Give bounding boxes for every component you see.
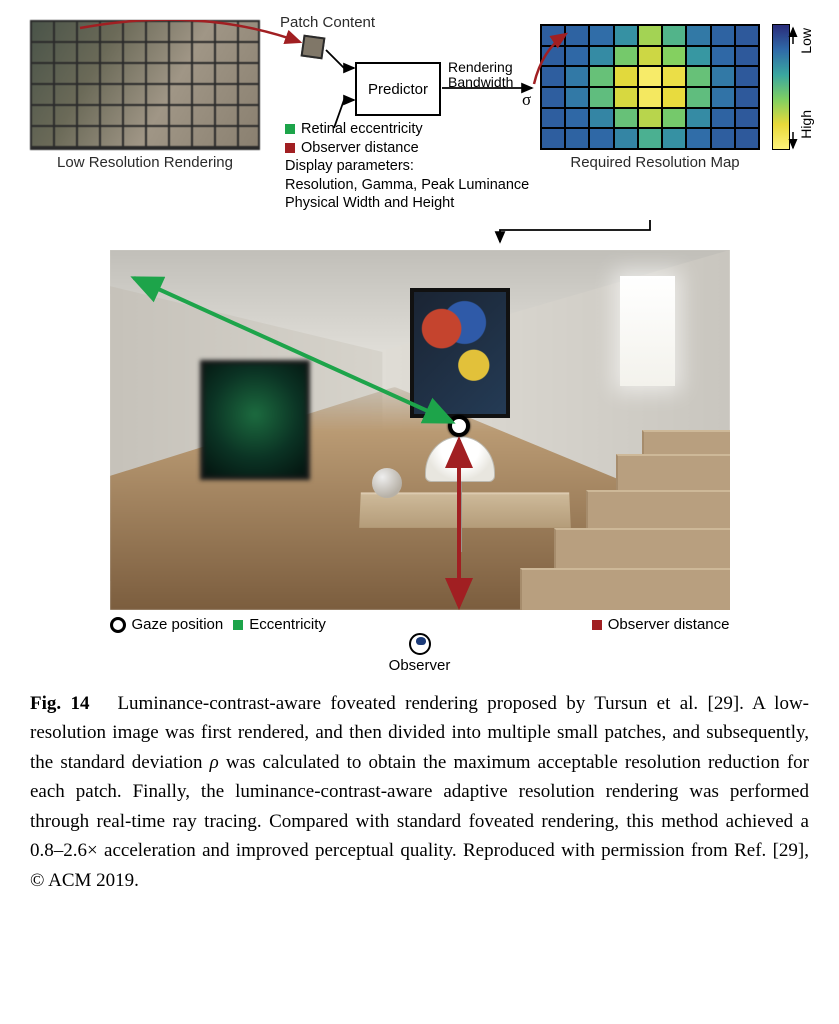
lowres-caption: Low Resolution Rendering [30, 154, 260, 171]
param-display-header: Display parameters: [285, 157, 545, 176]
resolution-map-cell [736, 26, 758, 45]
resolution-map-cell [663, 47, 685, 66]
resolution-map-grid [540, 24, 760, 150]
resolution-map-cell [687, 109, 709, 128]
resolution-map-cell [639, 109, 661, 128]
sigma-symbol [522, 90, 531, 110]
eccentricity-swatch-icon [233, 620, 243, 630]
resolution-map-cell [542, 129, 564, 148]
param-eccentricity: Retinal eccentricity [301, 120, 423, 139]
pipeline-diagram: Low Resolution Rendering Patch Content P… [30, 20, 809, 220]
figure-14: Low Resolution Rendering Patch Content P… [30, 20, 809, 895]
legend-gaze-label: Gaze position [132, 616, 224, 633]
resolution-map-cell [712, 88, 734, 107]
legend: Gaze position Eccentricity Observer dist… [110, 616, 730, 633]
resolution-map-cell [566, 109, 588, 128]
resolution-map-cell [566, 129, 588, 148]
predictor-inputs-list: Retinal eccentricity Observer distance D… [285, 120, 545, 213]
observer-dist-swatch-icon [592, 620, 602, 630]
resolution-map-cell [687, 26, 709, 45]
resolution-map-cell [639, 67, 661, 86]
resolution-map-cell [663, 67, 685, 86]
resolution-map-cell [736, 129, 758, 148]
legend-eccentricity-label: Eccentricity [249, 616, 326, 633]
resolution-map-cell [566, 88, 588, 107]
resolution-map-cell [542, 109, 564, 128]
legend-eccentricity: Eccentricity [233, 616, 326, 633]
resolution-map-cell [542, 88, 564, 107]
resolution-map-cell [566, 26, 588, 45]
observer-indicator: Observer [110, 633, 730, 669]
scene-overlay-lines [110, 250, 730, 610]
lowres-rendering-thumbnail [30, 20, 260, 150]
legend-observer-dist-label: Observer distance [608, 616, 730, 633]
resolution-map-cell [639, 47, 661, 66]
patch-chip-icon [301, 35, 326, 60]
figure-label: Fig. 14 [30, 693, 89, 714]
resolution-map-cell [590, 47, 612, 66]
legend-gaze: Gaze position [110, 616, 224, 633]
param-display-line2: Resolution, Gamma, Peak Luminance [285, 176, 545, 195]
observer-eye-icon [409, 633, 431, 655]
resolution-map-cell [663, 88, 685, 107]
caption-rho: ρ [210, 752, 219, 773]
resolution-map-cell [590, 109, 612, 128]
resolution-map-cell [615, 129, 637, 148]
resolution-map-cell [566, 67, 588, 86]
resolution-map-cell [566, 47, 588, 66]
resolution-map-cell [615, 109, 637, 128]
down-arrow [30, 220, 810, 244]
resolution-map-cell [736, 47, 758, 66]
resolution-map-cell [736, 109, 758, 128]
resolution-map-cell [663, 129, 685, 148]
lowres-rendering-block: Low Resolution Rendering [30, 20, 260, 171]
resolution-map-block: Required Resolution Map [540, 24, 770, 171]
resolution-map-cell [542, 26, 564, 45]
resolution-map-cell [712, 109, 734, 128]
colorbar-high-label: High [798, 110, 814, 139]
resolution-map-cell [590, 67, 612, 86]
eccentricity-swatch-icon [285, 124, 295, 134]
resolution-map-cell [736, 67, 758, 86]
gaze-ring-icon [110, 617, 126, 633]
observer-dist-swatch-icon [285, 143, 295, 153]
resolution-map-cell [639, 88, 661, 107]
hallway-render [110, 250, 730, 610]
resolution-map-cell [687, 67, 709, 86]
resolution-map-cell [615, 47, 637, 66]
resolution-map-cell [590, 88, 612, 107]
legend-observer-distance: Observer distance [592, 616, 730, 633]
param-observer-distance: Observer distance [301, 139, 419, 158]
resolution-map-cell [590, 26, 612, 45]
rendered-scene [110, 250, 730, 610]
resolution-map-cell [687, 88, 709, 107]
resolution-map-cell [687, 129, 709, 148]
resolution-map-cell [712, 67, 734, 86]
resolution-map-cell [712, 26, 734, 45]
resolution-map-caption: Required Resolution Map [540, 154, 770, 171]
colorbar-low-label: Low [798, 28, 814, 54]
figure-caption: Fig. 14 Luminance-contrast-aware foveate… [30, 689, 809, 895]
resolution-map-cell [639, 129, 661, 148]
resolution-map-cell [639, 26, 661, 45]
resolution-map-cell [663, 26, 685, 45]
resolution-map-cell [542, 47, 564, 66]
resolution-map-cell [615, 67, 637, 86]
resolution-map-cell [590, 129, 612, 148]
resolution-map-cell [615, 88, 637, 107]
patch-content-label: Patch Content [280, 14, 375, 31]
resolution-map-cell [712, 129, 734, 148]
colorbar [772, 24, 790, 150]
resolution-map-cell [736, 88, 758, 107]
param-display-line3: Physical Width and Height [285, 194, 545, 213]
observer-label: Observer [110, 657, 730, 674]
resolution-map-cell [687, 47, 709, 66]
resolution-map-cell [615, 26, 637, 45]
resolution-map-cell [542, 67, 564, 86]
resolution-map-cell [712, 47, 734, 66]
predictor-box: Predictor [355, 62, 441, 116]
resolution-map-cell [663, 109, 685, 128]
rendering-bandwidth-label: Rendering Bandwidth [448, 60, 528, 91]
